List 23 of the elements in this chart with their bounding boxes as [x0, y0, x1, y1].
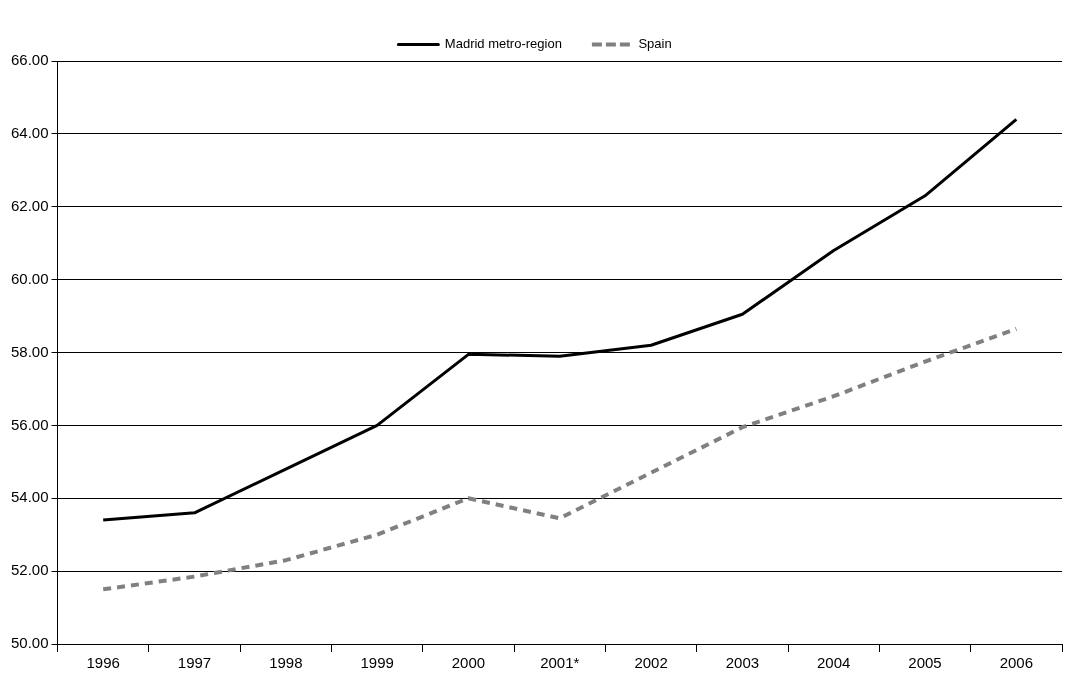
x-tick-label: 1999: [360, 654, 394, 672]
legend-label: Spain: [638, 36, 672, 52]
x-tick-label: 2003: [725, 654, 760, 672]
x-tick-label: 2004: [817, 654, 851, 672]
y-tick-label: 52.00: [10, 561, 49, 579]
legend-label: Madrid metro-region: [444, 36, 562, 52]
x-tick-label: 2002: [634, 654, 668, 672]
y-tick-label: 64.00: [10, 124, 49, 142]
x-tick-label: 2005: [908, 654, 942, 672]
y-tick-label: 60.00: [10, 269, 49, 287]
y-tick-label: 66.00: [10, 51, 49, 69]
x-tick-label: 1996: [86, 654, 120, 672]
x-tick-label: 2001*: [540, 654, 580, 672]
y-tick-label: 62.00: [10, 196, 49, 214]
y-tick-label: 50.00: [10, 634, 49, 652]
y-tick-label: 58.00: [10, 342, 49, 360]
y-tick-label: 54.00: [10, 488, 49, 506]
x-tick-label: 1998: [269, 654, 303, 672]
x-tick-label: 2000: [451, 654, 486, 672]
x-tick-label: 2006: [999, 654, 1034, 672]
line-series: [101, 326, 1019, 592]
x-tick-label: 1997: [177, 654, 212, 672]
y-tick-label: 56.00: [10, 415, 49, 433]
